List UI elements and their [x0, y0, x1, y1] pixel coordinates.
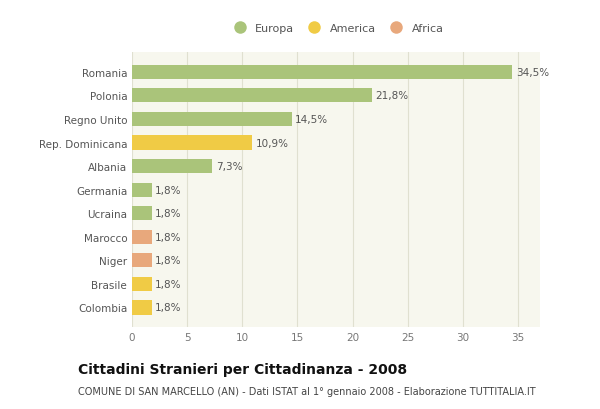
Text: 14,5%: 14,5%: [295, 115, 328, 125]
Bar: [132, 277, 152, 291]
Text: 1,8%: 1,8%: [155, 303, 182, 313]
Text: 21,8%: 21,8%: [376, 91, 409, 101]
Text: 1,8%: 1,8%: [155, 232, 182, 242]
Bar: [132, 89, 373, 103]
Text: 1,8%: 1,8%: [155, 279, 182, 289]
Bar: [132, 301, 152, 315]
Text: 10,9%: 10,9%: [256, 138, 289, 148]
Legend: Europa, America, Africa: Europa, America, Africa: [225, 20, 447, 37]
Bar: [132, 207, 152, 221]
Text: 1,8%: 1,8%: [155, 209, 182, 219]
Text: COMUNE DI SAN MARCELLO (AN) - Dati ISTAT al 1° gennaio 2008 - Elaborazione TUTTI: COMUNE DI SAN MARCELLO (AN) - Dati ISTAT…: [78, 387, 536, 396]
Bar: [132, 254, 152, 268]
Text: 1,8%: 1,8%: [155, 185, 182, 195]
Bar: [132, 65, 512, 80]
Bar: [132, 136, 252, 150]
Text: 34,5%: 34,5%: [516, 67, 549, 78]
Bar: [132, 183, 152, 197]
Bar: [132, 112, 292, 127]
Bar: [132, 230, 152, 244]
Text: 7,3%: 7,3%: [216, 162, 242, 172]
Text: 1,8%: 1,8%: [155, 256, 182, 266]
Bar: [132, 160, 212, 174]
Text: Cittadini Stranieri per Cittadinanza - 2008: Cittadini Stranieri per Cittadinanza - 2…: [78, 362, 407, 376]
